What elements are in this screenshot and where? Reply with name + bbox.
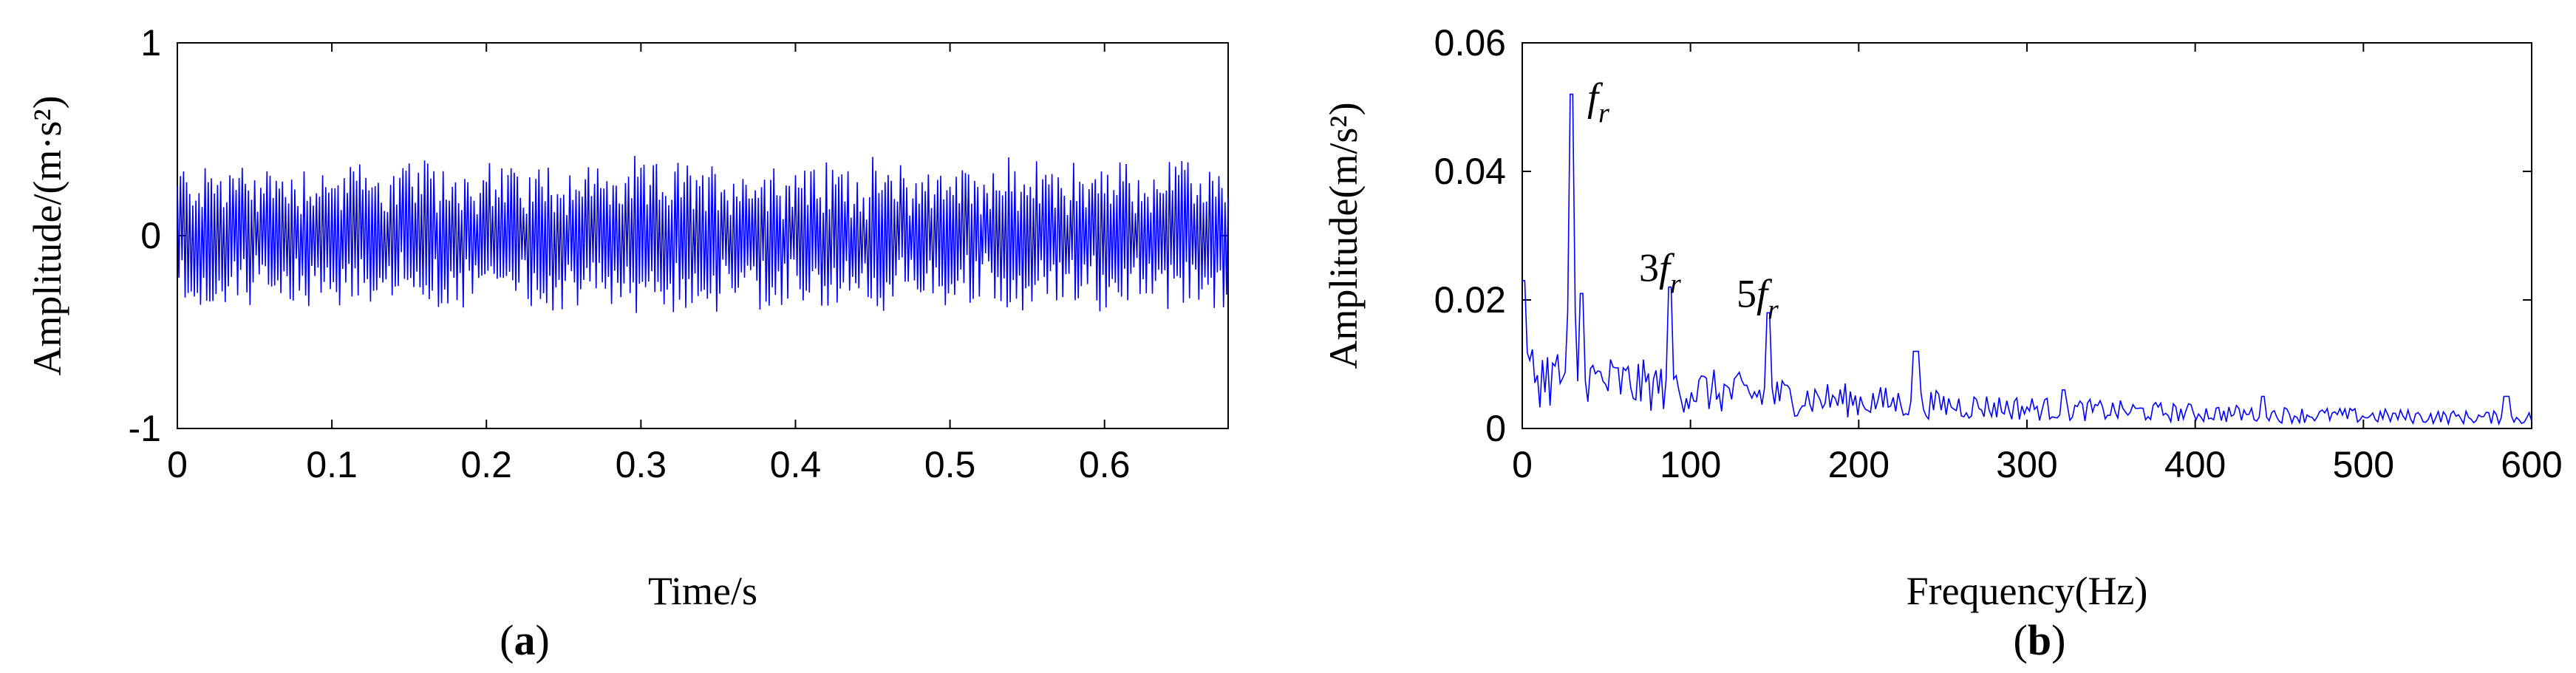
x-tick-label: 0.3 <box>616 444 667 485</box>
x-tick-label: 400 <box>2164 444 2226 485</box>
y-tick-label: 0.02 <box>1434 279 1506 321</box>
chart-b-y-axis-label: Amplitude(m/s²) <box>1321 102 1366 369</box>
chart-a-y-axis-label: Amplitude/(m·s²) <box>25 95 69 375</box>
chart-b-ticks: 0 100 200 300 400 500 600 0 0.02 0.04 0.06 <box>1434 22 2563 485</box>
x-tick-label: 0.1 <box>306 444 358 485</box>
chart-a-x-axis-label: Time/s <box>648 569 757 613</box>
chart-a-plot-frame <box>177 42 1229 429</box>
y-tick-label: 0.06 <box>1434 22 1506 64</box>
x-tick-label: 500 <box>2333 444 2394 485</box>
chart-b-plot-frame <box>1522 42 2532 429</box>
y-tick-label: 0.04 <box>1434 151 1506 192</box>
y-tick-label: 0 <box>140 215 161 256</box>
chart-a-time-signal: 0 0.1 0.2 0.3 0.4 0.5 0.6-101 Time/s Amplitude… <box>25 22 1229 664</box>
y-tick-label: 0 <box>1485 408 1506 449</box>
y-tick-label: -1 <box>129 408 161 449</box>
x-tick-label: 0.4 <box>770 444 822 485</box>
x-tick-label: 0.5 <box>924 444 976 485</box>
y-tick-label: 1 <box>140 22 161 64</box>
chart-b-spectrum-line <box>1522 93 2532 426</box>
chart-b-panel-label: (b) <box>2014 616 2066 664</box>
x-tick-label: 600 <box>2501 444 2562 485</box>
x-tick-label: 0.6 <box>1079 444 1131 485</box>
chart-a-ticks: 0 0.1 0.2 0.3 0.4 0.5 0.6-101 <box>129 22 1228 485</box>
x-tick-label: 0 <box>167 444 188 485</box>
chart-b-x-axis-label: Frequency(Hz) <box>1907 569 2148 613</box>
x-tick-label: 0.2 <box>460 444 512 485</box>
chart-a-signal-line <box>177 156 1229 313</box>
chart-a-panel-label: (a) <box>500 616 550 664</box>
x-tick-label: 300 <box>1996 444 2057 485</box>
x-tick-label: 0 <box>1512 444 1533 485</box>
x-tick-label: 100 <box>1660 444 1721 485</box>
x-tick-label: 200 <box>1828 444 1890 485</box>
